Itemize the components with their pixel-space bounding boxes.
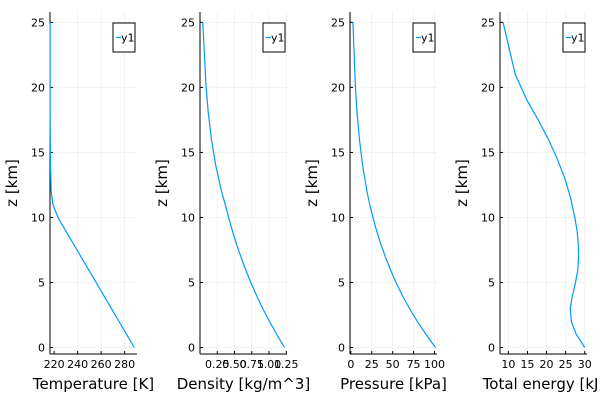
series-line-y1 xyxy=(352,22,437,348)
y-tick-label: 5 xyxy=(38,276,45,289)
x-tick-label: 220 xyxy=(44,358,65,371)
y-tick-label: 0 xyxy=(488,341,495,354)
y-tick-label: 25 xyxy=(331,16,345,29)
x-tick-label: 1.00 xyxy=(257,358,282,371)
x-tick-label: 15 xyxy=(520,358,534,371)
legend-label: y1 xyxy=(121,32,135,45)
x-tick-label: 1.25 xyxy=(274,358,299,371)
y-tick-label: 15 xyxy=(181,146,195,159)
x-tick-label: 10 xyxy=(501,358,515,371)
y-tick-label: 15 xyxy=(331,146,345,159)
y-axis-label: z [km] xyxy=(303,159,321,207)
legend-box xyxy=(412,22,436,53)
y-axis-label: z [km] xyxy=(3,159,21,207)
legend-label: y1 xyxy=(421,32,435,45)
y-tick-label: 25 xyxy=(31,16,45,29)
y-tick-label: 20 xyxy=(481,81,495,94)
x-tick-label: 0.75 xyxy=(240,358,265,371)
x-tick-label: 25 xyxy=(365,358,379,371)
legend-box xyxy=(562,22,586,53)
y-tick-label: 20 xyxy=(331,81,345,94)
y-axis-label: z [km] xyxy=(453,159,471,207)
y-tick-label: 25 xyxy=(181,16,195,29)
x-tick-label: 30 xyxy=(578,358,592,371)
series-line-y1 xyxy=(502,22,586,348)
y-tick-label: 5 xyxy=(488,276,495,289)
x-tick-label: 100 xyxy=(424,358,445,371)
x-tick-label: 20 xyxy=(540,358,554,371)
series-line-y1 xyxy=(49,22,135,348)
x-tick-label: 50 xyxy=(386,358,400,371)
y-tick-label: 5 xyxy=(338,276,345,289)
x-tick-label: 240 xyxy=(67,358,88,371)
y-axis-label: z [km] xyxy=(153,159,171,207)
y-tick-label: 10 xyxy=(181,211,195,224)
x-tick-label: 280 xyxy=(114,358,135,371)
x-axis-label: Temperature [K] xyxy=(32,375,154,393)
y-tick-label: 25 xyxy=(481,16,495,29)
x-axis-label: Total energy [kJ] xyxy=(482,375,600,393)
x-axis-label: Pressure [kPa] xyxy=(340,375,447,393)
y-tick-label: 0 xyxy=(38,341,45,354)
legend-label: y1 xyxy=(271,32,285,45)
y-tick-label: 5 xyxy=(188,276,195,289)
x-tick-label: 0 xyxy=(347,358,354,371)
x-tick-label: 260 xyxy=(91,358,112,371)
chart-panel-1: 220 240 260 280 0 5 10 15 20 25 Temperature [K] z [… xyxy=(3,12,154,393)
y-tick-label: 0 xyxy=(338,341,345,354)
legend-label: y1 xyxy=(571,32,585,45)
chart-panel-4: 10 15 20 25 30 0 5 10 15 20 25 Total energy [kJ] z [… xyxy=(453,12,600,393)
y-tick-label: 0 xyxy=(188,341,195,354)
y-tick-label: 20 xyxy=(31,81,45,94)
x-tick-label: 75 xyxy=(407,358,421,371)
x-tick-label: 0.25 xyxy=(205,358,230,371)
chart-panel-2: 0.250.500.751.001.25 0 5 10 15 20 25 Density [k… xyxy=(153,12,310,393)
x-tick-label: 0.50 xyxy=(222,358,247,371)
y-tick-label: 10 xyxy=(331,211,345,224)
series-line-y1 xyxy=(202,22,286,348)
legend-box xyxy=(112,22,136,53)
y-tick-label: 10 xyxy=(31,211,45,224)
y-tick-label: 20 xyxy=(181,81,195,94)
chart-panel-3: 0 25 50 75 100 0 5 10 15 20 25 Pressure [kPa] z [km]… xyxy=(303,12,447,393)
y-tick-label: 10 xyxy=(481,211,495,224)
x-tick-label: 25 xyxy=(559,358,573,371)
y-tick-label: 15 xyxy=(481,146,495,159)
x-axis-label: Density [kg/m^3] xyxy=(177,375,310,393)
y-tick-label: 15 xyxy=(31,146,45,159)
legend-box xyxy=(262,22,286,53)
